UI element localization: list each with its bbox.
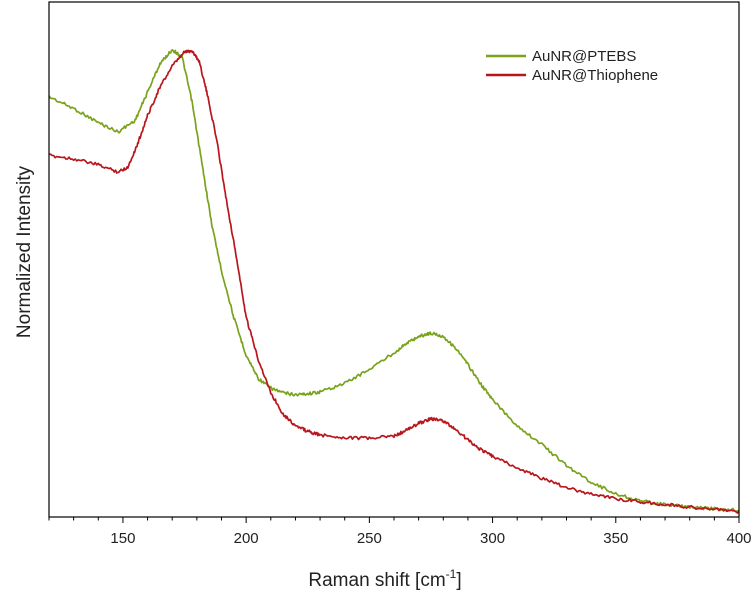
legend: AuNR@PTEBS AuNR@Thiophene [486, 48, 658, 84]
x-tick-label: 350 [603, 530, 628, 547]
series-line-aunr-ptebs [48, 48, 740, 513]
y-axis-title: Normalized Intensity [14, 165, 35, 338]
x-axis-title: Raman shift [cm-1] [308, 567, 461, 591]
series-layer [48, 48, 740, 514]
x-tick-label: 400 [726, 530, 751, 547]
x-tick-label: 150 [110, 530, 135, 547]
series-line-aunr-thiophene [48, 49, 740, 514]
legend-label-aunr-ptebs: AuNR@PTEBS [532, 48, 636, 65]
x-tick-label: 300 [480, 530, 505, 547]
x-tick-label: 200 [234, 530, 259, 547]
x-axis-ticks: 150 200 250 300 350 400 [48, 517, 752, 547]
legend-label-aunr-thiophene: AuNR@Thiophene [532, 67, 658, 84]
x-tick-label: 250 [357, 530, 382, 547]
x-axis-title-suffix: ] [456, 570, 461, 591]
x-axis-title-superscript: -1 [446, 567, 457, 581]
